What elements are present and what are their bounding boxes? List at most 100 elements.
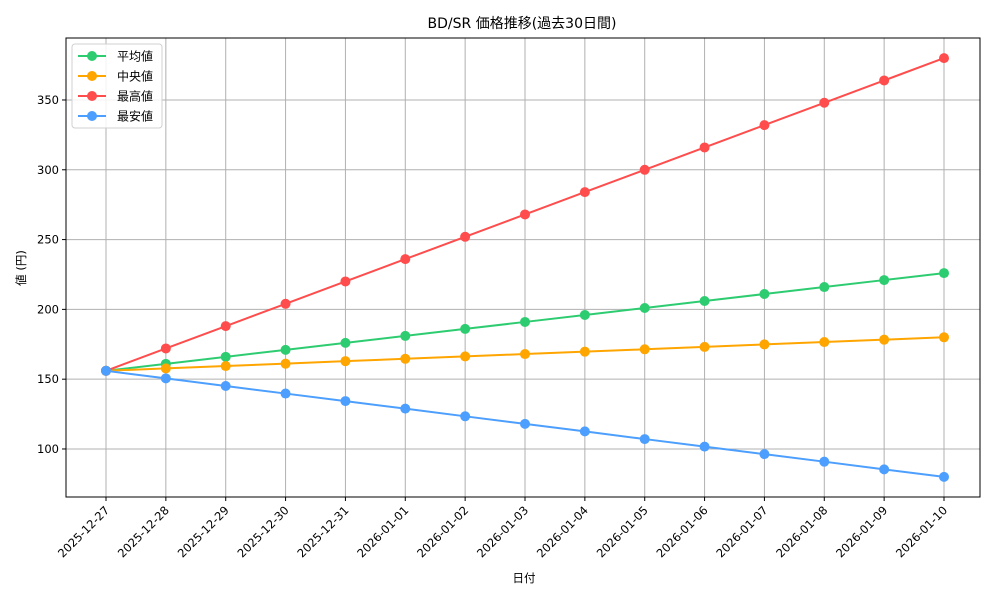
y-axis: 100 150 200 250 300 350 (37, 93, 66, 456)
data-point (759, 289, 770, 300)
legend-marker-icon (87, 91, 97, 101)
legend-item: 平均値 (78, 49, 153, 64)
data-point (579, 309, 590, 320)
data-point (639, 434, 650, 445)
data-point (699, 296, 710, 307)
y-tick-label: 200 (37, 302, 59, 316)
data-point (280, 388, 291, 399)
data-point (460, 411, 471, 422)
x-tick-label: 2026-01-02 (414, 503, 471, 560)
x-axis: 2025-12-27 2025-12-28 2025-12-29 2025-12-30… (55, 497, 950, 560)
data-point (160, 343, 171, 354)
x-tick-label: 2025-12-31 (294, 503, 351, 560)
series-lines (101, 53, 949, 482)
x-tick-label: 2026-01-08 (773, 503, 830, 560)
data-point (579, 187, 590, 198)
data-point (520, 418, 530, 429)
data-point (939, 471, 949, 482)
data-point (759, 449, 770, 460)
x-tick-label: 2026-01-10 (893, 503, 950, 560)
data-point (639, 344, 650, 355)
data-point (400, 254, 411, 265)
legend-item: 最高値 (78, 89, 153, 104)
y-tick-label: 100 (37, 442, 59, 456)
data-point (340, 396, 351, 407)
data-point (400, 330, 411, 341)
grid-lines (66, 38, 980, 497)
x-tick-label: 2026-01-09 (833, 503, 890, 560)
legend-item: 最安値 (78, 109, 153, 124)
data-point (939, 53, 949, 64)
data-point (819, 456, 830, 467)
legend-label: 中央値 (117, 69, 153, 84)
x-tick-label: 2026-01-07 (713, 503, 770, 560)
data-point (879, 334, 890, 345)
data-point (160, 363, 171, 374)
y-tick-label: 300 (37, 163, 59, 177)
legend-label: 最安値 (117, 109, 153, 124)
data-point (520, 349, 530, 360)
data-point (939, 268, 949, 279)
x-tick-label: 2026-01-01 (354, 503, 411, 560)
data-point (280, 344, 291, 355)
y-tick-label: 250 (37, 233, 59, 247)
data-point (819, 282, 830, 293)
y-axis-label: 値 (円) (14, 250, 28, 286)
series-最安値 (101, 365, 949, 482)
data-point (220, 321, 231, 332)
legend-label: 平均値 (117, 49, 153, 64)
y-tick-label: 150 (37, 372, 59, 386)
data-point (879, 275, 890, 286)
data-point (579, 426, 590, 437)
data-point (400, 403, 411, 414)
data-point (879, 464, 890, 475)
data-point (699, 142, 710, 153)
x-tick-label: 2025-12-29 (175, 503, 232, 560)
data-point (340, 356, 351, 367)
data-point (101, 365, 111, 376)
data-point (460, 231, 471, 242)
data-point (340, 337, 351, 348)
data-point (879, 75, 890, 86)
x-tick-label: 2025-12-30 (235, 503, 292, 560)
legend-marker-icon (87, 71, 97, 81)
data-point (280, 358, 291, 369)
legend-marker-icon (87, 51, 97, 61)
data-point (280, 298, 291, 309)
x-tick-label: 2026-01-05 (594, 503, 651, 560)
legend-item: 中央値 (78, 69, 153, 84)
chart-title: BD/SR 価格推移(過去30日間) (428, 16, 617, 32)
plot-frame (65, 37, 981, 498)
data-point (520, 209, 530, 220)
x-tick-label: 2026-01-06 (654, 503, 711, 560)
data-point (520, 316, 530, 327)
data-point (460, 351, 471, 362)
data-point (400, 353, 411, 364)
data-point (699, 441, 710, 452)
legend-label: 最高値 (117, 89, 153, 104)
x-tick-label: 2026-01-04 (534, 503, 591, 560)
legend-box (71, 43, 163, 129)
data-point (759, 339, 770, 350)
data-point (220, 381, 231, 392)
data-point (220, 361, 231, 372)
x-tick-label: 2025-12-28 (115, 503, 172, 560)
data-point (639, 302, 650, 313)
x-tick-label: 2025-12-27 (55, 503, 112, 560)
data-point (759, 120, 770, 131)
x-axis-label: 日付 (513, 571, 536, 585)
x-tick-label: 2026-01-03 (474, 503, 531, 560)
data-point (939, 332, 949, 343)
legend-marker-icon (87, 111, 97, 121)
data-point (819, 97, 830, 108)
data-point (160, 373, 171, 384)
y-tick-label: 350 (37, 93, 59, 107)
data-point (699, 341, 710, 352)
series-中央値 (101, 332, 949, 376)
data-point (579, 346, 590, 357)
data-point (220, 351, 231, 362)
data-point (460, 323, 471, 334)
data-point (340, 276, 351, 287)
